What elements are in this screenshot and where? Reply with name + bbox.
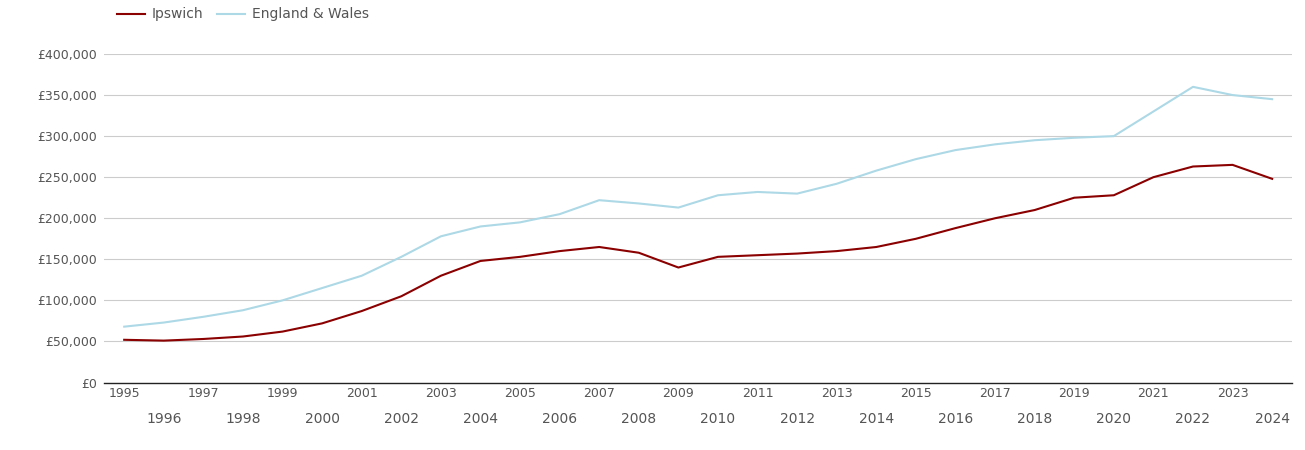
Ipswich <box>1185 164 1201 169</box>
England & Wales <box>196 314 211 319</box>
England & Wales <box>1265 96 1280 102</box>
Ipswich <box>790 251 805 256</box>
England & Wales <box>116 324 132 329</box>
Line: England & Wales: England & Wales <box>124 87 1272 327</box>
England & Wales <box>433 234 449 239</box>
England & Wales <box>552 212 568 217</box>
England & Wales <box>275 298 291 303</box>
England & Wales <box>512 220 527 225</box>
Ipswich <box>116 337 132 342</box>
England & Wales <box>749 189 765 195</box>
Ipswich <box>155 338 171 343</box>
Ipswich <box>632 250 647 256</box>
Legend: Ipswich, England & Wales: Ipswich, England & Wales <box>111 2 375 27</box>
Ipswich <box>1224 162 1240 167</box>
Ipswich <box>1265 176 1280 181</box>
England & Wales <box>829 181 844 186</box>
Ipswich <box>472 258 488 264</box>
Ipswich <box>829 248 844 254</box>
Ipswich <box>196 336 211 342</box>
England & Wales <box>908 157 924 162</box>
England & Wales <box>1066 135 1082 140</box>
England & Wales <box>1146 109 1161 114</box>
Ipswich <box>235 334 251 339</box>
England & Wales <box>790 191 805 196</box>
Ipswich <box>908 236 924 242</box>
England & Wales <box>947 148 963 153</box>
Ipswich <box>868 244 883 250</box>
Ipswich <box>275 329 291 334</box>
Ipswich <box>354 308 369 314</box>
Ipswich <box>315 321 330 326</box>
England & Wales <box>710 193 726 198</box>
Ipswich <box>393 293 408 299</box>
England & Wales <box>988 142 1004 147</box>
England & Wales <box>632 201 647 206</box>
England & Wales <box>591 198 607 203</box>
Ipswich <box>433 273 449 279</box>
England & Wales <box>354 273 369 279</box>
England & Wales <box>1105 133 1121 139</box>
Ipswich <box>1105 193 1121 198</box>
Ipswich <box>671 265 686 270</box>
England & Wales <box>393 254 408 260</box>
England & Wales <box>155 320 171 325</box>
Ipswich <box>988 216 1004 221</box>
England & Wales <box>235 307 251 313</box>
England & Wales <box>1224 92 1240 98</box>
England & Wales <box>1027 138 1043 143</box>
England & Wales <box>868 168 883 173</box>
England & Wales <box>472 224 488 229</box>
Line: Ipswich: Ipswich <box>124 165 1272 341</box>
Ipswich <box>1146 175 1161 180</box>
Ipswich <box>749 252 765 258</box>
England & Wales <box>1185 84 1201 90</box>
England & Wales <box>315 285 330 291</box>
Ipswich <box>512 254 527 260</box>
England & Wales <box>671 205 686 210</box>
Ipswich <box>591 244 607 250</box>
Ipswich <box>710 254 726 260</box>
Ipswich <box>947 225 963 231</box>
Ipswich <box>552 248 568 254</box>
Ipswich <box>1027 207 1043 213</box>
Ipswich <box>1066 195 1082 200</box>
